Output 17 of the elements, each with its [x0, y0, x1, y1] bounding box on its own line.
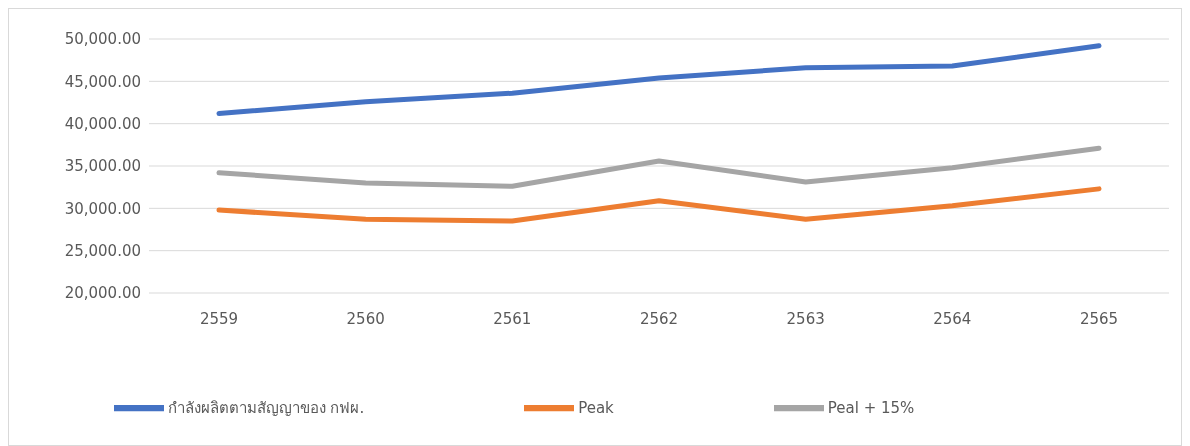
- y-tick-label: 20,000.00: [64, 284, 141, 303]
- y-tick-label: 25,000.00: [64, 241, 141, 260]
- x-tick-label: 2565: [1079, 309, 1119, 328]
- legend-label: Peal + 15%: [827, 398, 915, 417]
- x-tick-label: 2561: [493, 309, 532, 328]
- x-tick-label: 2562: [639, 309, 679, 328]
- legend-label: กำลังผลิตตามสัญญาของ กฟผ.: [167, 398, 365, 417]
- y-tick-label: 40,000.00: [64, 114, 141, 133]
- legend-label: Peak: [578, 398, 614, 417]
- y-tick-label: 35,000.00: [64, 157, 141, 176]
- x-tick-label: 2559: [199, 309, 239, 328]
- x-tick-label: 2563: [786, 309, 825, 328]
- y-tick-label: 30,000.00: [64, 199, 141, 218]
- y-tick-label: 45,000.00: [64, 72, 141, 91]
- x-tick-label: 2564: [933, 309, 972, 328]
- x-tick-label: 2560: [346, 309, 385, 328]
- y-tick-label: 50,000.00: [64, 30, 141, 49]
